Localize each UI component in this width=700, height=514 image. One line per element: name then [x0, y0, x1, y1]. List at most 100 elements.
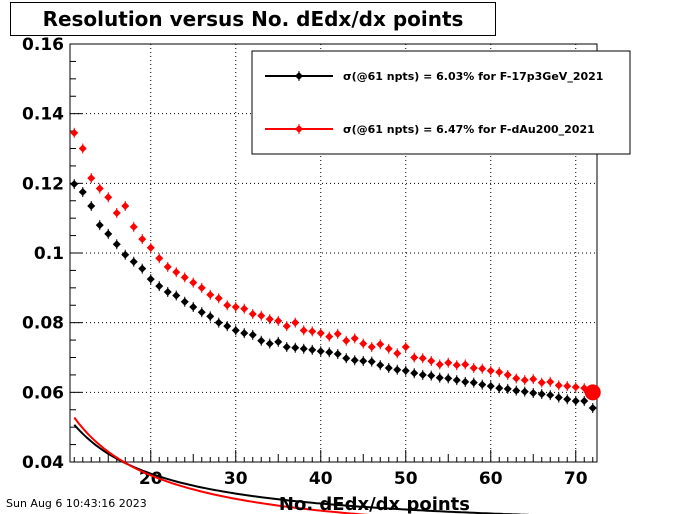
data-point: [78, 144, 87, 153]
data-point: [401, 343, 410, 352]
data-point: [401, 366, 410, 375]
legend-label: σ(@61 npts) = 6.47% for F-dAu200_2021: [343, 123, 595, 136]
data-point: [87, 201, 96, 210]
legend-marker: [295, 125, 303, 133]
data-point: [70, 180, 79, 189]
data-point: [155, 254, 164, 263]
data-point: [367, 343, 376, 352]
x-axis-label: No. dEdx/dx points: [279, 494, 470, 514]
data-point: [163, 262, 172, 271]
data-point: [223, 322, 232, 331]
series-1: [70, 179, 597, 514]
data-point: [350, 356, 359, 365]
data-point: [206, 290, 215, 299]
data-point: [461, 360, 470, 369]
data-point: [393, 349, 402, 358]
data-point: [563, 395, 572, 404]
data-point: [342, 336, 351, 345]
data-point: [537, 378, 546, 387]
data-point: [172, 268, 181, 277]
data-point: [359, 339, 368, 348]
data-point: [359, 356, 368, 365]
x-tick-label: 40: [309, 469, 333, 489]
data-point: [580, 397, 589, 406]
data-point: [180, 273, 189, 282]
data-point: [478, 364, 487, 373]
data-point: [197, 283, 206, 292]
data-point: [444, 374, 453, 383]
data-point: [418, 370, 427, 379]
data-point: [189, 302, 198, 311]
data-point: [588, 404, 597, 413]
data-point: [78, 188, 87, 197]
y-tick-label: 0.1: [34, 244, 64, 264]
data-point: [257, 336, 266, 345]
series-2: [70, 127, 601, 514]
data-point: [520, 387, 529, 396]
chart-title: Resolution versus No. dEdx/dx points: [42, 7, 464, 31]
data-point: [146, 243, 155, 252]
legend: σ(@61 npts) = 6.03% for F-17p3GeV_2021 σ(…: [251, 50, 631, 155]
data-point: [291, 318, 300, 327]
data-point: [520, 376, 529, 385]
data-point: [129, 222, 138, 231]
data-point: [180, 297, 189, 306]
highlight-point: [584, 384, 601, 401]
data-point: [554, 393, 563, 402]
legend-marker: [295, 72, 303, 80]
y-tick-label: 0.12: [22, 174, 64, 194]
data-point: [571, 397, 580, 406]
data-point: [554, 381, 563, 390]
data-point: [308, 345, 317, 354]
data-point: [138, 264, 147, 273]
data-point: [265, 315, 274, 324]
data-point: [214, 318, 223, 327]
data-point: [70, 128, 79, 137]
data-point: [418, 354, 427, 363]
data-point: [512, 386, 521, 395]
data-point: [206, 312, 215, 321]
data-point: [376, 340, 385, 349]
data-point: [384, 363, 393, 372]
data-point: [410, 353, 419, 362]
data-point: [163, 288, 172, 297]
data-point: [469, 363, 478, 372]
data-point: [537, 390, 546, 399]
data-point: [546, 377, 555, 386]
data-point: [503, 384, 512, 393]
data-point: [291, 343, 300, 352]
fit-curve: [73, 416, 369, 514]
data-point: [155, 282, 164, 291]
data-point: [172, 291, 181, 300]
data-point: [452, 361, 461, 370]
data-point: [104, 193, 113, 202]
data-point: [231, 302, 240, 311]
data-point: [333, 329, 342, 338]
data-point: [129, 257, 138, 266]
y-tick-label: 0.06: [22, 383, 64, 403]
grid: [70, 44, 597, 462]
data-point: [231, 326, 240, 335]
data-point: [393, 365, 402, 374]
data-point: [325, 348, 334, 357]
y-tick-label: 0.04: [22, 453, 64, 473]
x-tick-label: 20: [139, 469, 163, 489]
data-point: [299, 326, 308, 335]
data-point: [316, 347, 325, 356]
y-tick-label: 0.14: [22, 105, 64, 125]
legend-box: [251, 50, 631, 155]
data-point: [546, 391, 555, 400]
data-point: [427, 356, 436, 365]
data-point: [282, 343, 291, 352]
data-point: [95, 221, 104, 230]
data-point: [274, 316, 283, 325]
data-point: [104, 229, 113, 238]
data-point: [486, 382, 495, 391]
data-point: [503, 370, 512, 379]
data-point: [350, 334, 359, 343]
data-point: [138, 235, 147, 244]
timestamp: Sun Aug 6 10:43:16 2023: [6, 497, 147, 510]
legend-label: σ(@61 npts) = 6.03% for F-17p3GeV_2021: [343, 70, 603, 83]
data-point: [240, 304, 249, 313]
